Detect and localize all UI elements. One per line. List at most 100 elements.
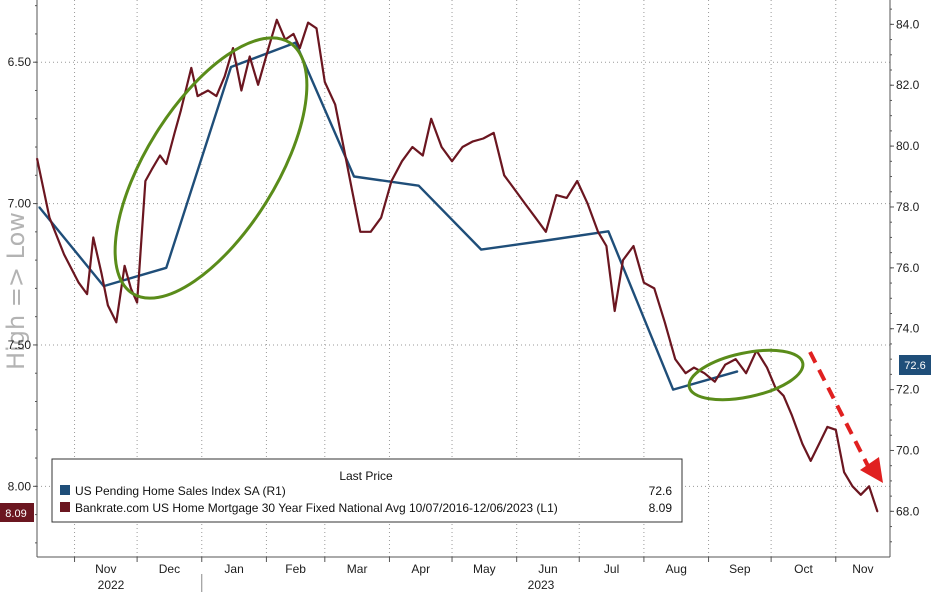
data-point-mortgage-rate bbox=[196, 95, 199, 97]
right-tick-label: 78.0 bbox=[896, 200, 920, 214]
left-tick-label: 8.00 bbox=[8, 479, 32, 493]
x-tick-label: Nov bbox=[95, 562, 116, 576]
data-point-mortgage-rate bbox=[524, 202, 526, 205]
legend-value-pending: 72.6 bbox=[649, 484, 673, 498]
svg-text:8.09: 8.09 bbox=[5, 508, 26, 520]
data-point-mortgage-rate bbox=[674, 358, 676, 360]
data-point-mortgage-rate bbox=[411, 146, 414, 148]
right-tick-label: 74.0 bbox=[896, 322, 920, 336]
left-tick-label: 7.50 bbox=[8, 338, 32, 352]
data-point-mortgage-rate bbox=[342, 146, 345, 148]
data-point-mortgage-rate bbox=[92, 236, 94, 239]
data-point-mortgage-rate bbox=[472, 140, 474, 142]
data-point-mortgage-rate bbox=[78, 282, 80, 284]
data-point-mortgage-rate bbox=[586, 202, 589, 205]
data-point-mortgage-rate bbox=[249, 55, 251, 58]
data-point-mortgage-rate bbox=[107, 304, 109, 306]
left-tick-label: 6.50 bbox=[8, 55, 32, 69]
right-tick-label: 80.0 bbox=[896, 139, 920, 153]
data-point-mortgage-rate bbox=[401, 160, 403, 162]
x-tick-label: Nov bbox=[852, 562, 873, 576]
x-axis: Nov Dec Jan Feb Mar Apr May Jun Jul Aug Sep Oct Nov 2… bbox=[74, 557, 874, 592]
data-point-mortgage-rate bbox=[136, 301, 138, 304]
x-tick-label: Dec bbox=[159, 562, 180, 576]
data-point-mortgage-rate bbox=[86, 293, 88, 295]
data-point-pending-home-sales bbox=[672, 388, 674, 391]
left-tick-label: 7.00 bbox=[8, 197, 32, 211]
data-point-mortgage-rate bbox=[257, 84, 259, 86]
x-tick-label: Sep bbox=[729, 562, 751, 576]
data-point-mortgage-rate bbox=[390, 180, 393, 182]
data-point-pending-home-sales bbox=[607, 230, 610, 232]
data-point-mortgage-rate bbox=[130, 287, 132, 289]
watermark: High => Low bbox=[2, 212, 30, 370]
data-point-mortgage-rate bbox=[422, 154, 424, 157]
data-point-mortgage-rate bbox=[224, 75, 226, 77]
legend-value-mortgage: 8.09 bbox=[649, 501, 673, 515]
data-point-mortgage-rate bbox=[614, 310, 616, 312]
series-layer bbox=[35, 18, 879, 513]
data-point-mortgage-rate bbox=[380, 217, 382, 219]
year-label: 2023 bbox=[528, 578, 555, 592]
data-point-mortgage-rate bbox=[566, 197, 568, 199]
data-point-mortgage-rate bbox=[180, 109, 182, 111]
data-point-mortgage-rate bbox=[482, 137, 484, 140]
x-tick-label: Jun bbox=[538, 562, 557, 576]
data-point-mortgage-rate bbox=[801, 443, 804, 445]
x-tick-label: Aug bbox=[666, 562, 687, 576]
right-last-value-badge: 72.6 bbox=[899, 355, 931, 375]
legend-swatch-pending bbox=[60, 485, 70, 495]
data-point-mortgage-rate bbox=[307, 22, 309, 24]
data-point-pending-home-sales bbox=[418, 185, 420, 187]
data-point-mortgage-rate bbox=[643, 282, 645, 284]
data-point-mortgage-rate bbox=[190, 67, 192, 69]
data-point-mortgage-rate bbox=[240, 89, 242, 92]
data-point-mortgage-rate bbox=[123, 265, 126, 267]
data-point-mortgage-rate bbox=[232, 47, 234, 49]
right-tick-label: 82.0 bbox=[896, 78, 920, 92]
x-tick-label: May bbox=[473, 562, 496, 576]
data-point-mortgage-rate bbox=[151, 169, 153, 171]
data-point-mortgage-rate bbox=[766, 366, 768, 369]
data-point-mortgage-rate bbox=[810, 460, 812, 462]
data-point-mortgage-rate bbox=[714, 381, 716, 383]
legend: Last Price US Pending Home Sales Index S… bbox=[51, 458, 683, 523]
data-point-mortgage-rate bbox=[860, 494, 862, 496]
data-point-mortgage-rate bbox=[745, 372, 747, 374]
data-point-mortgage-rate bbox=[359, 231, 361, 233]
data-point-mortgage-rate bbox=[461, 146, 464, 148]
data-point-mortgage-rate bbox=[324, 81, 326, 83]
data-point-pending-home-sales bbox=[545, 239, 547, 242]
data-point-mortgage-rate bbox=[315, 27, 318, 29]
data-point-mortgage-rate bbox=[101, 273, 103, 275]
data-point-mortgage-rate bbox=[576, 180, 578, 182]
data-point-mortgage-rate bbox=[430, 118, 432, 120]
x-tick-label: Oct bbox=[794, 562, 813, 576]
data-point-mortgage-rate bbox=[174, 132, 176, 134]
series-line-mortgage-rate bbox=[35, 18, 879, 513]
legend-label-mortgage: Bankrate.com US Home Mortgage 30 Year Fi… bbox=[75, 501, 558, 515]
right-tick-label: 70.0 bbox=[896, 443, 920, 457]
x-tick-label: Feb bbox=[285, 562, 306, 576]
data-point-mortgage-rate bbox=[605, 245, 607, 247]
trend-arrow-shaft bbox=[808, 351, 870, 467]
data-point-mortgage-rate bbox=[783, 395, 785, 397]
right-tick-label: 72.0 bbox=[896, 383, 920, 397]
data-point-mortgage-rate bbox=[48, 217, 51, 219]
data-point-pending-home-sales bbox=[480, 248, 482, 251]
data-point-mortgage-rate bbox=[503, 174, 505, 176]
data-point-mortgage-rate bbox=[653, 287, 655, 289]
x-tick-label: Apr bbox=[411, 562, 430, 576]
data-point-mortgage-rate bbox=[351, 188, 353, 191]
data-point-mortgage-rate bbox=[493, 132, 495, 134]
data-point-mortgage-rate bbox=[685, 372, 687, 374]
data-point-mortgage-rate bbox=[597, 231, 599, 233]
legend-label-pending: US Pending Home Sales Index SA (R1) bbox=[75, 484, 286, 498]
data-point-mortgage-rate bbox=[144, 180, 147, 182]
data-point-mortgage-rate bbox=[207, 89, 209, 92]
data-point-mortgage-rate bbox=[622, 259, 624, 261]
data-point-mortgage-rate bbox=[115, 321, 117, 323]
data-point-mortgage-rate bbox=[791, 415, 793, 417]
data-point-pending-home-sales bbox=[353, 175, 355, 178]
